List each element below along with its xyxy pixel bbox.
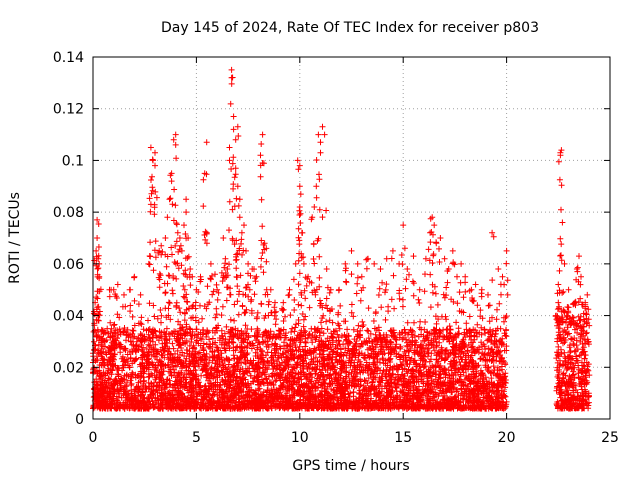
x-tick-label: 15 <box>394 430 412 446</box>
x-tick-label: 0 <box>89 430 98 446</box>
x-tick-label: 5 <box>192 430 201 446</box>
axis-ticks: 0 0.02 0.04 0.06 0.08 0.1 0.12 0.14 0 5 10 15 20 25 <box>53 50 619 446</box>
x-tick-label: 20 <box>498 430 516 446</box>
y-tick-label: 0.1 <box>62 153 84 169</box>
y-tick-label: 0.12 <box>53 102 84 118</box>
plot-frame <box>92 56 611 420</box>
x-axis-label: GPS time / hours <box>292 458 409 474</box>
y-tick-label: 0.02 <box>53 360 84 376</box>
y-tick-label: 0.06 <box>53 257 84 273</box>
y-tick-label: 0.04 <box>53 309 84 325</box>
data-points <box>90 66 593 412</box>
y-tick-label: 0.14 <box>53 50 84 66</box>
y-tick-label: 0 <box>75 412 84 428</box>
roti-point-group <box>257 123 592 332</box>
y-tick-label: 0.08 <box>53 205 84 221</box>
chart-title: Day 145 of 2024, Rate Of TEC Index for r… <box>161 20 539 36</box>
x-tick-label: 25 <box>601 430 619 446</box>
y-axis-label: ROTI / TECUs <box>7 192 23 284</box>
x-tick-label: 10 <box>291 430 309 446</box>
roti-point-group <box>90 66 593 412</box>
